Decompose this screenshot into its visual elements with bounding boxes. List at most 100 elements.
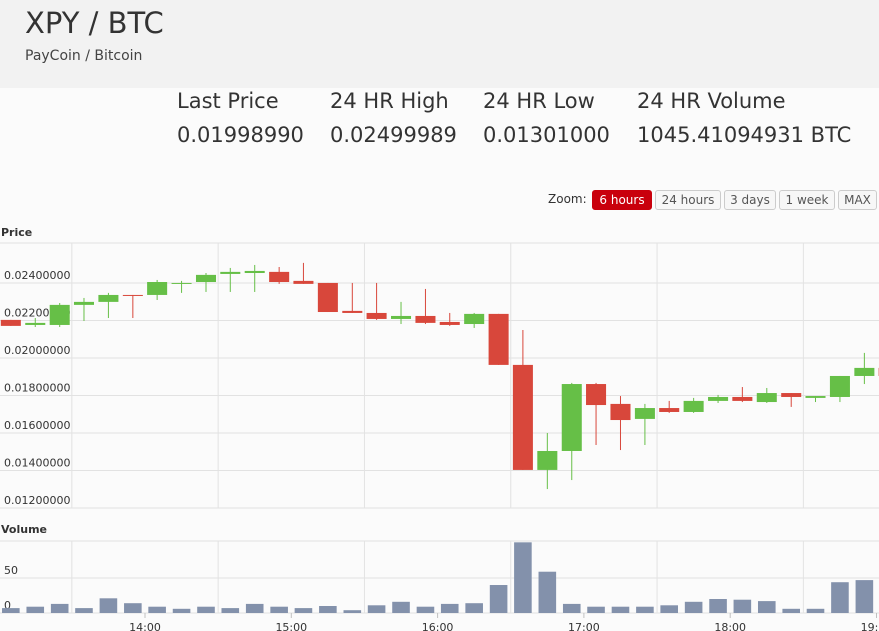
candle-body (512, 364, 533, 470)
stat-value: 1045.41094931 BTC (637, 123, 852, 147)
volume-bar (465, 603, 483, 613)
zoom-button[interactable]: 3 days (724, 190, 776, 210)
candle-body (269, 271, 290, 283)
candle-body (659, 408, 680, 412)
candle-body (171, 282, 192, 284)
candle-body (854, 367, 875, 376)
volume-bar (50, 603, 69, 613)
y-tick-label: 0.01200000 (4, 494, 70, 507)
volume-bar (367, 605, 386, 613)
candle-body (610, 403, 631, 421)
y-tick-label: 0.02400000 (4, 269, 70, 282)
volume-bar (221, 608, 240, 613)
chart-title: Volume (1, 523, 47, 536)
candle-body (366, 312, 387, 319)
candle-body (293, 280, 314, 284)
x-tick-label: 17:00 (568, 621, 600, 631)
candle-body (829, 375, 850, 397)
volume-bar (440, 603, 459, 613)
pair-title: XPY / BTC (25, 6, 164, 40)
header-band (0, 0, 879, 88)
candle-body (415, 315, 436, 323)
volume-bar (270, 606, 288, 613)
stat-label: 24 HR Volume (637, 89, 786, 113)
stat-value: 0.02499989 (330, 123, 457, 147)
candle-body (464, 313, 485, 325)
stat-label: 24 HR High (330, 89, 449, 113)
y-tick-label: 50 (4, 564, 18, 577)
volume-bar (514, 542, 532, 613)
candle-body (488, 313, 509, 365)
volume-bar (124, 603, 142, 613)
candle-body (98, 294, 119, 302)
candle-body (49, 304, 70, 325)
candle-body (756, 393, 777, 403)
stat-value: 0.01998990 (177, 123, 304, 147)
volume-bar (562, 603, 581, 613)
candle-body (195, 274, 217, 283)
candle-body (586, 384, 607, 406)
candle-body (73, 301, 94, 305)
x-tick-label: 16:00 (422, 621, 454, 631)
volume-bar (26, 606, 45, 613)
x-tick-label: 19:00 (861, 621, 879, 631)
volume-bar (611, 606, 630, 613)
stat-label: Last Price (177, 89, 279, 113)
candle-body (561, 384, 582, 451)
zoom-button[interactable]: 1 week (779, 190, 835, 210)
volume-bar (99, 598, 118, 613)
volume-bar (757, 601, 776, 613)
volume-bar (587, 606, 605, 613)
candle-body (537, 450, 558, 470)
volume-bar (660, 605, 678, 613)
zoom-button[interactable]: MAX (838, 190, 877, 210)
candle-body (634, 408, 655, 419)
x-tick-label: 15:00 (275, 621, 307, 631)
candle-body (317, 282, 338, 313)
volume-bar (538, 571, 557, 613)
candle-body (342, 310, 363, 313)
candle-body (781, 393, 802, 397)
y-tick-label: 0.01600000 (4, 419, 70, 432)
volume-bar (684, 601, 703, 613)
volume-bar (245, 603, 264, 613)
volume-bar (636, 606, 654, 613)
volume-bar (75, 608, 93, 613)
volume-bar (392, 601, 410, 613)
volume-bar (831, 582, 849, 613)
candle-body (732, 396, 753, 401)
volume-bar (343, 610, 362, 613)
candle-body (244, 270, 265, 274)
x-tick-label: 18:00 (714, 621, 746, 631)
volume-bar (172, 608, 191, 613)
candle-body (0, 319, 21, 326)
zoom-button[interactable]: 6 hours (592, 190, 652, 210)
volume-bar (148, 606, 166, 613)
candle-body (220, 271, 241, 274)
candle-body (439, 321, 460, 325)
candle-body (391, 315, 412, 319)
stat-value: 0.01301000 (483, 123, 610, 147)
volume-bar (782, 608, 801, 613)
volume-bar (806, 608, 825, 613)
zoom-button[interactable]: 24 hours (655, 190, 721, 210)
volume-bar (855, 580, 874, 613)
volume-bar (489, 585, 508, 613)
candle-body (708, 396, 729, 401)
chart-title: Price (1, 226, 32, 239)
zoom-label: Zoom: (548, 192, 587, 206)
candle-body (122, 294, 143, 296)
volume-bar (416, 606, 435, 613)
volume-bar (197, 606, 215, 613)
volume-bar (319, 606, 337, 613)
volume-bar (2, 608, 20, 613)
y-tick-label: 0.01400000 (4, 456, 70, 469)
volume-bar (733, 599, 752, 613)
x-tick-label: 14:00 (129, 621, 161, 631)
pair-subtitle: PayCoin / Bitcoin (25, 48, 143, 64)
candle-body (147, 282, 168, 295)
y-tick-label: 0 (4, 599, 11, 612)
candle-body (805, 396, 826, 398)
